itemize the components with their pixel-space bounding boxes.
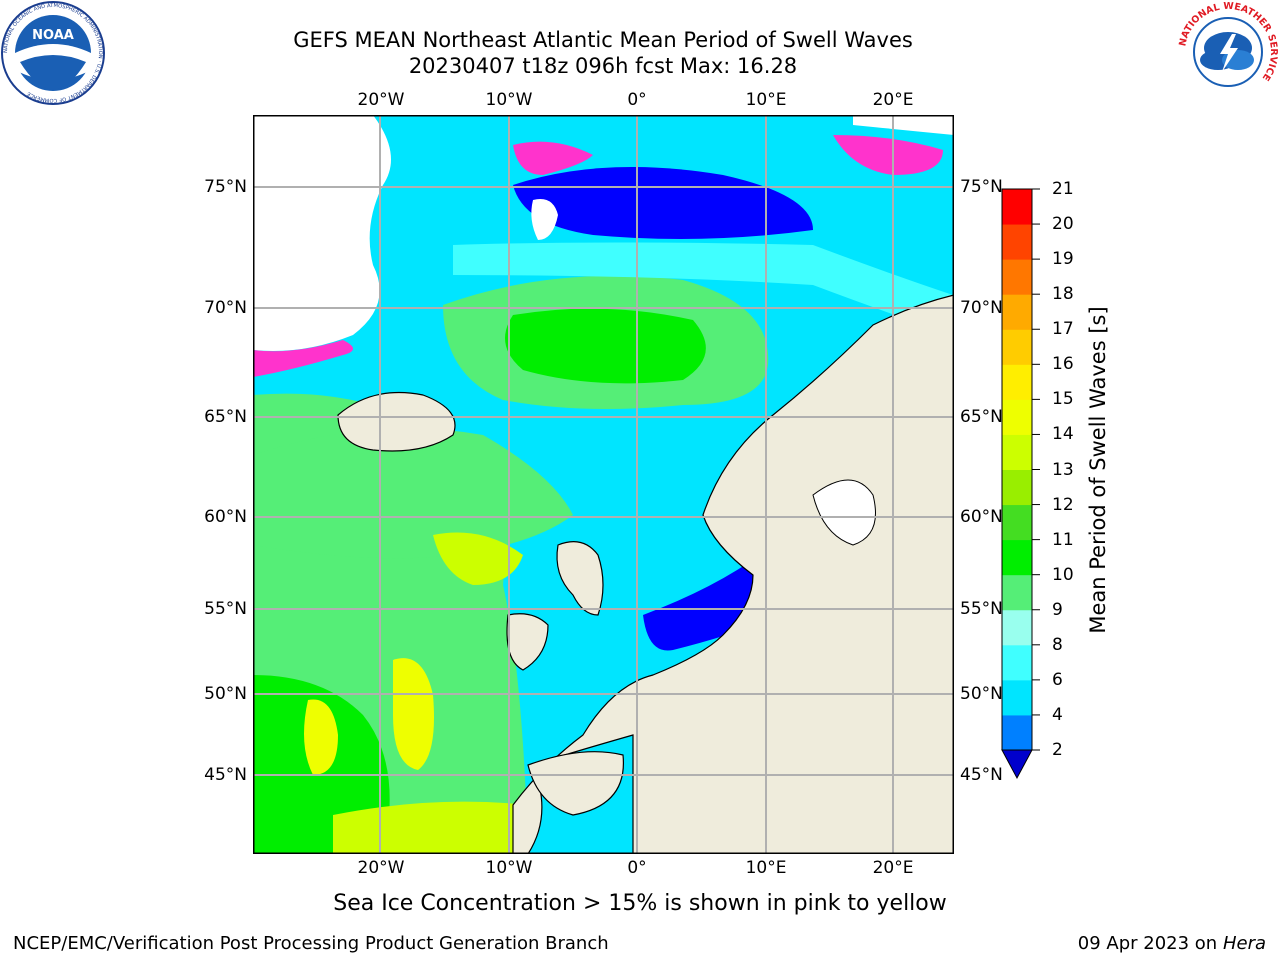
colorbar-tick-label: 13	[1052, 459, 1074, 480]
colorbar-tick-label: 10	[1052, 564, 1074, 585]
lon-label-bottom: 10°W	[485, 858, 533, 878]
lat-label-right: 50°N	[960, 684, 1003, 704]
footer-date-text: 09 Apr 2023 on	[1077, 933, 1223, 954]
lat-label-left: 50°N	[204, 684, 247, 704]
colorbar-band	[1002, 224, 1032, 260]
colorbar-label: Mean Period of Swell Waves [s]	[1086, 306, 1110, 634]
swell-field-white-north	[531, 199, 558, 240]
lat-label-left: 70°N	[204, 298, 247, 318]
colorbar-tick-label: 9	[1052, 599, 1063, 620]
colorbar-tick-label: 15	[1052, 389, 1074, 410]
lat-label-right: 45°N	[960, 765, 1003, 785]
scandinavia-europe	[512, 294, 954, 854]
sea-ice-north	[513, 141, 593, 175]
lon-label-top: 20°W	[357, 90, 405, 110]
lon-label-top: 0°	[627, 90, 647, 110]
lon-label-top: 20°E	[872, 90, 914, 110]
lat-label-left: 65°N	[204, 407, 247, 427]
colorbar-tick-label: 17	[1052, 319, 1074, 340]
swell-field-yellow-mid	[433, 532, 523, 585]
lat-label-left: 75°N	[204, 177, 247, 197]
colorbar-tick-label: 11	[1052, 529, 1074, 550]
colorbar-tick-label: 21	[1052, 179, 1074, 199]
colorbar-band	[1002, 644, 1032, 681]
sea-ice-greenland-edge	[253, 340, 353, 377]
footer-date: 09 Apr 2023 on Hera	[1078, 933, 1266, 954]
lon-label-bottom: 10°E	[745, 858, 787, 878]
chart-title: GEFS MEAN Northeast Atlantic Mean Period…	[293, 28, 913, 52]
lon-label-bottom: 0°	[627, 858, 647, 878]
colorbar-band	[1002, 469, 1032, 506]
colorbar-band	[1002, 294, 1032, 330]
lat-label-left: 60°N	[204, 507, 247, 527]
iceland	[337, 391, 456, 452]
lat-label-right: 60°N	[960, 507, 1003, 527]
colorbar-tick-label: 8	[1052, 634, 1063, 655]
colorbar-band	[1002, 539, 1032, 576]
colorbar-tick-label: 16	[1052, 354, 1074, 375]
colorbar-tick-label: 12	[1052, 494, 1074, 515]
swell-field-yellow-patch-1	[304, 699, 338, 775]
colorbar-tick-label: 18	[1052, 284, 1074, 305]
colorbar-band	[1002, 714, 1032, 751]
lon-label-top: 10°W	[485, 90, 533, 110]
colorbar-under-arrow	[1001, 749, 1033, 780]
swell-field-lightcyan-band	[453, 242, 953, 335]
swell-field-green-norwegian-core	[505, 308, 706, 384]
colorbar-tick-label: 4	[1052, 704, 1063, 725]
lon-label-bottom: 20°E	[872, 858, 914, 878]
swell-field-yellow-south	[333, 801, 528, 854]
great-britain	[556, 541, 604, 616]
noaa-logo: NOAA NATIONAL OCEANIC AND ATMOSPHERIC AD…	[1, 1, 105, 105]
lat-label-left: 45°N	[204, 765, 247, 785]
lat-label-right: 55°N	[960, 599, 1003, 619]
graticule	[253, 115, 954, 854]
chart-subtitle: 20230407 t18z 096h fcst Max: 16.28	[408, 54, 798, 78]
colorbar-band	[1002, 189, 1032, 225]
colorbar-band	[1002, 329, 1032, 365]
sea-ice-svalbard	[833, 135, 943, 175]
sea-ice-note: Sea Ice Concentration > 15% is shown in …	[333, 891, 947, 916]
colorbar-tick-label: 2	[1052, 740, 1063, 760]
colorbar-band	[1002, 609, 1032, 646]
colorbar-band	[1002, 259, 1032, 295]
swell-field-yellow-patch-2	[393, 658, 434, 770]
colorbar-band	[1002, 679, 1032, 716]
colorbar-band	[1002, 574, 1032, 611]
iberia	[527, 751, 624, 816]
map-border	[253, 115, 954, 854]
colorbar-tick-label: 20	[1052, 214, 1074, 235]
lon-label-bottom: 20°W	[357, 858, 405, 878]
colorbar-band	[1002, 434, 1032, 470]
footer-machine: Hera	[1222, 933, 1266, 954]
lat-label-right: 65°N	[960, 407, 1003, 427]
colorbar-tick-label: 14	[1052, 424, 1074, 445]
gulf-of-bothnia	[812, 479, 876, 546]
svalbard-land	[853, 115, 954, 135]
colorbar-band	[1002, 504, 1032, 541]
swell-field-green-mid	[253, 428, 573, 559]
greenland-ice	[253, 115, 391, 351]
footer-credit: NCEP/EMC/Verification Post Processing Pr…	[13, 933, 609, 954]
swell-field-blue-north	[513, 167, 813, 239]
colorbar	[1001, 188, 1040, 780]
lat-label-right: 75°N	[960, 177, 1003, 197]
colorbar-band	[1002, 364, 1032, 400]
map-frame	[253, 115, 954, 854]
colorbar-tick-label: 19	[1052, 249, 1074, 270]
colorbar-band	[1002, 399, 1032, 435]
colorbar-tick-label: 6	[1052, 669, 1063, 690]
noaa-text: NOAA	[32, 28, 74, 43]
nws-logo: NATIONAL WEATHER SERVICE	[1177, 1, 1279, 102]
lat-label-right: 70°N	[960, 298, 1003, 318]
lon-label-top: 10°E	[745, 90, 787, 110]
map-field	[253, 115, 954, 854]
lat-label-left: 55°N	[204, 599, 247, 619]
